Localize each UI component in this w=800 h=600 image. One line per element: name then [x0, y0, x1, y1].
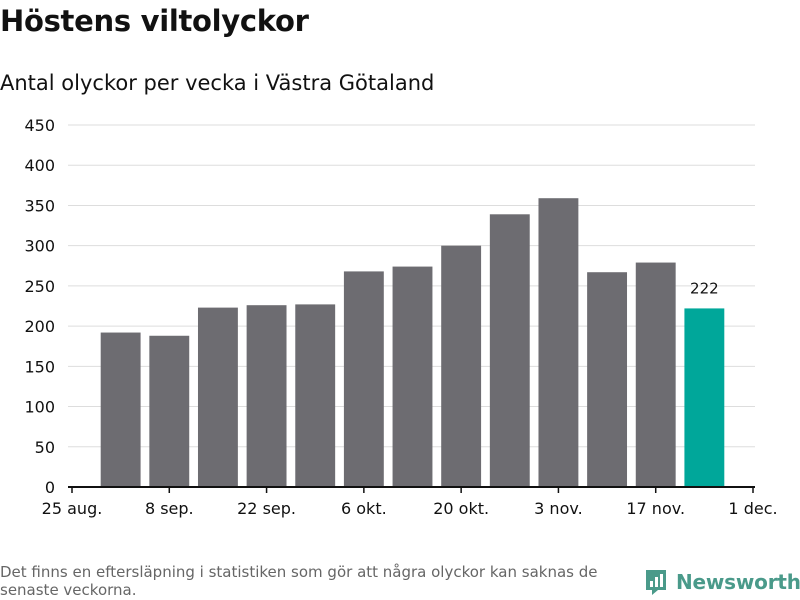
bar	[489, 214, 530, 487]
y-axis: 0 50 100 150 200 250 300 350 400 450	[24, 116, 55, 497]
brand-logo[interactable]: Newsworthy	[644, 568, 800, 596]
y-tick-label: 200	[24, 317, 55, 336]
x-tick-label: 1 dec.	[728, 499, 777, 518]
y-tick-label: 400	[24, 156, 55, 175]
y-tick-label: 0	[45, 478, 55, 497]
y-tick-label: 300	[24, 237, 55, 256]
x-tick-label: 20 okt.	[433, 499, 489, 518]
data-labels: 222	[690, 279, 719, 297]
bar-chart: 0 50 100 150 200 250 300 350 400 450 222 25 aug. 8…	[24, 116, 778, 518]
y-tick-label: 150	[24, 357, 55, 376]
chart-title: Höstens viltolyckor	[0, 4, 309, 38]
bar	[246, 305, 287, 487]
bar	[295, 304, 336, 487]
bar-highlight	[684, 308, 725, 487]
newsworthy-logo-icon	[646, 570, 666, 595]
bar	[149, 335, 190, 487]
bar-series	[100, 198, 725, 487]
chart-subtitle: Antal olyckor per vecka i Västra Götalan…	[0, 71, 435, 95]
x-tick-label: 17 nov.	[626, 499, 685, 518]
y-tick-label: 350	[24, 196, 55, 215]
data-label: 222	[690, 279, 719, 297]
y-tick-label: 450	[24, 116, 55, 135]
x-tick-label: 22 sep.	[237, 499, 296, 518]
x-tick-label: 25 aug.	[42, 499, 103, 518]
x-tick-label: 3 nov.	[534, 499, 583, 518]
x-axis: 25 aug. 8 sep. 22 sep. 6 okt. 20 okt. 3 nov. 1…	[42, 486, 778, 518]
bar	[538, 198, 579, 487]
brand-name: Newsworthy	[676, 570, 800, 594]
bar	[441, 245, 482, 487]
footnote: Det finns en eftersläpning i statistiken…	[0, 563, 598, 599]
bar	[392, 266, 433, 487]
y-tick-label: 250	[24, 277, 55, 296]
y-tick-label: 50	[35, 438, 55, 457]
x-tick-label: 8 sep.	[145, 499, 194, 518]
bar	[587, 272, 628, 487]
bar	[343, 271, 384, 487]
bar	[197, 307, 238, 487]
x-tick-label: 6 okt.	[341, 499, 387, 518]
bar	[635, 262, 676, 487]
y-tick-label: 100	[24, 398, 55, 417]
bar	[100, 332, 141, 487]
